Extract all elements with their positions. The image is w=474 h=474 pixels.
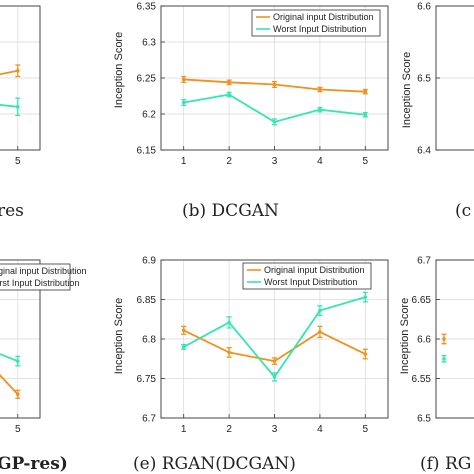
y-tick-label-f-1: 6.55 xyxy=(412,374,432,385)
x-tick-label-b-1: 2 xyxy=(226,156,232,167)
data-point-f-0-0 xyxy=(442,337,446,341)
y-tick-label-b-1: 6.2 xyxy=(142,110,156,121)
panel-d: 5 Original input Distribution Worst Inpu… xyxy=(0,259,87,474)
caption-f: (f) RG xyxy=(420,454,471,474)
legend-d: Original input Distribution Worst Input … xyxy=(0,263,87,291)
y-tick-label-b-3: 6.3 xyxy=(142,38,156,49)
x-tick-label-e-1: 2 xyxy=(226,424,232,435)
panel-c: Inception Score 6.4 6.5 6.6 (c xyxy=(401,2,474,221)
data-point-b-1-1 xyxy=(227,92,231,97)
legend-label-original-b: Original input Distribution xyxy=(273,12,374,22)
legend-label-worst-b: Worst Input Distribution xyxy=(273,24,366,34)
caption-e: (e) RGAN(DCGAN) xyxy=(133,454,296,474)
x-tick-label-e-4: 5 xyxy=(363,424,369,435)
data-point-b-1-3 xyxy=(318,107,322,112)
x-tick-label-e-2: 3 xyxy=(272,424,278,435)
data-point-e-0-0 xyxy=(181,328,186,333)
legend-box-b xyxy=(251,9,381,37)
legend-label-worst-e: Worst Input Distribution xyxy=(264,277,357,287)
y-tick-label-f-2: 6.6 xyxy=(417,335,431,346)
plot-area-c: 6.4 6.5 6.6 xyxy=(417,2,474,157)
panel-e: Inception Score 6.7 6.75 6.8 6.85 6.9 1 2 3 4 5 O… xyxy=(113,256,389,474)
caption-c: (c xyxy=(455,201,471,221)
y-tick-label-e-1: 6.75 xyxy=(137,374,157,385)
data-point-b-1-2 xyxy=(272,120,277,124)
data-point-f-1-0 xyxy=(442,356,446,361)
data-point-b-0-0 xyxy=(181,77,186,82)
legend-label-original-d: Original input Distribution xyxy=(0,266,87,276)
y-tick-label-e-0: 6.7 xyxy=(142,414,156,425)
x-tick-label-b-4: 5 xyxy=(363,156,369,167)
legend-box-e xyxy=(242,262,372,290)
data-point-b-0-2 xyxy=(272,82,277,87)
x-tick-label-b-3: 4 xyxy=(317,156,323,167)
data-point-e-1-4 xyxy=(363,295,368,299)
y-axis-label-e: Inception Score xyxy=(113,298,125,374)
caption-b: (b) DCGAN xyxy=(182,201,279,221)
y-tick-label-b-2: 6.25 xyxy=(137,74,157,85)
data-point-e-0-2 xyxy=(272,359,277,363)
y-tick-label-c-2: 6.6 xyxy=(417,2,431,13)
data-point-e-1-3 xyxy=(318,308,322,313)
caption-d: GP-res) xyxy=(0,454,68,474)
series-line-a-0 xyxy=(0,69,18,76)
plot-area-a: 5 xyxy=(0,5,41,167)
data-point-e-0-4 xyxy=(363,352,368,356)
data-point-e-1-2 xyxy=(272,375,277,379)
y-tick-label-e-2: 6.8 xyxy=(142,335,156,346)
data-point-d-1-1 xyxy=(15,359,20,363)
legend-box-d xyxy=(0,263,71,291)
legend-label-original-e: Original input Distribution xyxy=(264,265,365,275)
y-tick-label-e-4: 6.9 xyxy=(142,256,156,267)
data-point-b-0-4 xyxy=(363,89,368,94)
y-tick-label-c-1: 6.5 xyxy=(417,74,431,85)
data-point-e-0-3 xyxy=(318,330,322,334)
data-point-a-1-1 xyxy=(15,105,20,109)
data-point-e-1-0 xyxy=(181,345,186,349)
data-point-b-1-4 xyxy=(363,112,368,117)
series-line-d-1 xyxy=(0,353,19,362)
legend-label-worst-d: Worst Input Distribution xyxy=(0,278,79,288)
data-point-b-0-1 xyxy=(227,80,231,85)
x-tick-label-d-1: 5 xyxy=(15,424,21,435)
data-point-a-0-1 xyxy=(15,69,20,73)
x-tick-label-b-2: 3 xyxy=(272,156,278,167)
data-point-e-0-1 xyxy=(227,350,231,355)
y-tick-label-f-0: 6.5 xyxy=(417,414,431,425)
data-point-b-0-3 xyxy=(318,87,322,92)
series-line-d-0 xyxy=(0,374,19,395)
plot-area-b: 6.15 6.2 6.25 6.3 6.35 1 2 3 4 5 xyxy=(137,2,389,167)
legend-b: Original input Distribution Worst Input … xyxy=(251,9,381,37)
axes-frame-a xyxy=(0,5,41,151)
x-tick-label-e-3: 4 xyxy=(317,424,323,435)
panel-b: Inception Score 6.156.26.256.36.351 2 3 4 5 … xyxy=(113,2,389,221)
axes-frame-d xyxy=(0,259,41,419)
y-tick-label-f-3: 6.65 xyxy=(412,295,432,306)
plot-area-d: 5 xyxy=(0,259,41,435)
x-tick-label-b-0: 1 xyxy=(181,156,187,167)
panel-f: Inception Score 6.5 6.55 6.6 6.65 6.7 (f) RG xyxy=(399,256,474,474)
data-point-d-0-1 xyxy=(15,392,20,397)
y-tick-label-b-0: 6.15 xyxy=(137,146,157,157)
x-tick-label-e-0: 1 xyxy=(181,424,187,435)
y-tick-label-c-0: 6.4 xyxy=(417,146,431,157)
y-axis-label-f: Inception Score xyxy=(399,298,411,374)
y-tick-label-f-4: 6.7 xyxy=(417,256,431,267)
data-point-e-1-1 xyxy=(227,320,231,325)
y-tick-label-b-4: 6.35 xyxy=(137,2,157,13)
y-axis-label-b: Inception Score xyxy=(113,32,125,108)
legend-e: Original input Distribution Worst Input … xyxy=(242,262,372,290)
caption-a: res xyxy=(0,201,24,221)
y-axis-label-c: Inception Score xyxy=(401,52,413,128)
plot-area-f: 6.5 6.55 6.6 6.65 6.7 xyxy=(412,256,474,425)
x-tick-label-a-1: 5 xyxy=(15,156,21,167)
series-line-a-1 xyxy=(0,104,18,108)
panel-a: 5 res xyxy=(0,5,41,221)
y-tick-label-e-3: 6.85 xyxy=(137,295,157,306)
data-point-b-1-0 xyxy=(181,100,186,105)
